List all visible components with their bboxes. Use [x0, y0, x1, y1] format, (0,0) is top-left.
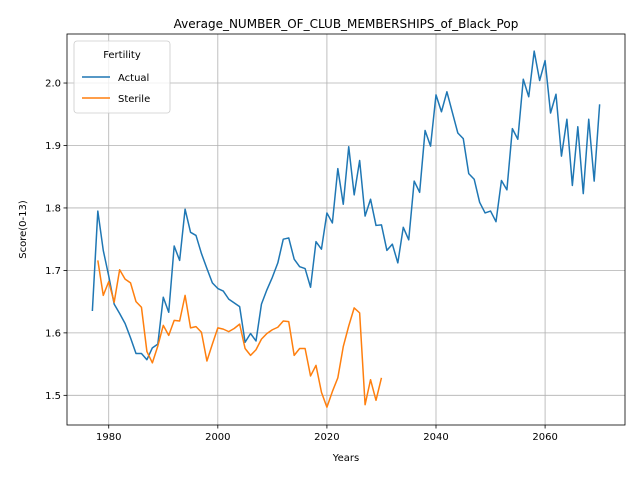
y-tick-label: 1.9 [45, 141, 61, 152]
x-axis-ticks: 1980 2000 2020 2040 2060 [96, 425, 558, 443]
y-tick-label: 1.7 [45, 266, 61, 277]
x-tick-label: 2040 [423, 432, 448, 443]
legend-title: Fertility [103, 50, 141, 61]
y-tick-label: 1.5 [45, 391, 61, 402]
grid-lines [67, 34, 625, 425]
y-tick-label: 2.0 [45, 79, 61, 90]
legend: Fertility Actual Sterile [73, 40, 171, 114]
x-tick-label: 2000 [205, 432, 230, 443]
x-tick-label: 2060 [532, 432, 557, 443]
legend-box [73, 40, 171, 114]
y-tick-label: 1.6 [45, 328, 61, 339]
chart-title: Average_NUMBER_OF_CLUB_MEMBERSHIPS_of_Bl… [174, 17, 519, 31]
legend-label-actual: Actual [118, 73, 149, 84]
series-line-sterile [97, 260, 383, 408]
y-axis-ticks: 1.5 1.6 1.7 1.8 1.9 2.0 [45, 79, 67, 402]
x-tick-label: 2020 [314, 432, 339, 443]
series-line-actual [91, 50, 601, 361]
x-tick-label: 1980 [96, 432, 121, 443]
plot-frame [66, 33, 626, 426]
y-axis-label: Score(0-13) [18, 200, 29, 259]
series-layer [91, 50, 601, 408]
y-tick-label: 1.8 [45, 203, 61, 214]
x-axis-label: Years [332, 453, 359, 464]
legend-label-sterile: Sterile [118, 94, 150, 105]
